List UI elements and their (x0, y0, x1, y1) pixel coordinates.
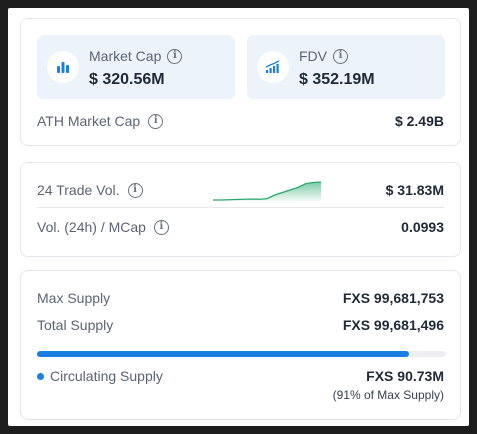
market-cap-tile: Market Cap i $ 320.56M (37, 35, 235, 99)
info-icon[interactable]: i (148, 113, 164, 129)
max-supply-value: FXS 99,681,753 (342, 290, 444, 306)
total-supply-label: Total Supply (37, 317, 114, 333)
circulating-supply-row: Circulating Supply FXS 90.73M (37, 366, 444, 386)
info-icon[interactable]: i (153, 219, 169, 235)
ath-market-cap-value: $ 2.49B (394, 113, 444, 129)
fdv-tile: FDV i $ 352.19M (247, 35, 445, 99)
vol-mcap-row: Vol. (24h) / MCap i 0.0993 (37, 216, 444, 238)
market-card: Market Cap i $ 320.56M FDV i $ 352.19M (20, 18, 461, 146)
trend-chart-icon (257, 51, 289, 83)
market-cap-value: $ 320.56M (89, 71, 165, 88)
fdv-value: $ 352.19M (299, 71, 375, 88)
vol-mcap-label: Vol. (24h) / MCap (37, 219, 146, 235)
ath-market-cap-row: ATH Market Cap i $ 2.49B (37, 111, 444, 131)
token-stats-panel: Market Cap i $ 320.56M FDV i $ 352.19M (8, 8, 469, 426)
max-supply-label: Max Supply (37, 290, 111, 306)
circulating-supply-note: (91% of Max Supply) (332, 388, 444, 402)
supply-progress-fill (37, 351, 410, 357)
total-supply-row: Total Supply FXS 99,681,496 (37, 315, 444, 335)
sparkline-line (213, 181, 321, 201)
trade-volume-label: 24 Trade Vol. (37, 182, 120, 198)
trade-volume-value: $ 31.83M (385, 182, 444, 198)
supply-progress-bar (37, 351, 446, 357)
sparkline-area (213, 182, 321, 201)
fdv-label: FDV i (299, 48, 348, 64)
bar-chart-icon (47, 51, 79, 83)
info-icon[interactable]: i (167, 48, 183, 64)
ath-market-cap-label: ATH Market Cap (37, 113, 141, 129)
max-supply-row: Max Supply FXS 99,681,753 (37, 288, 444, 308)
info-icon[interactable]: i (127, 182, 143, 198)
circulating-dot-icon (37, 372, 44, 380)
volume-sparkline (213, 181, 321, 201)
circulating-supply-label: Circulating Supply (50, 368, 163, 384)
trade-volume-row: 24 Trade Vol. i $ 31.83M (37, 179, 444, 201)
circulating-supply-value: FXS 90.73M (366, 368, 444, 384)
volume-card: 24 Trade Vol. i $ 31.83M Vol. (24h) / MC… (20, 162, 461, 257)
vol-mcap-value: 0.0993 (401, 219, 444, 235)
supply-card: Max Supply FXS 99,681,753 Total Supply F… (20, 270, 461, 420)
market-cap-label: Market Cap i (89, 48, 183, 64)
total-supply-value: FXS 99,681,496 (342, 317, 444, 333)
divider (37, 207, 444, 208)
info-icon[interactable]: i (333, 48, 348, 64)
